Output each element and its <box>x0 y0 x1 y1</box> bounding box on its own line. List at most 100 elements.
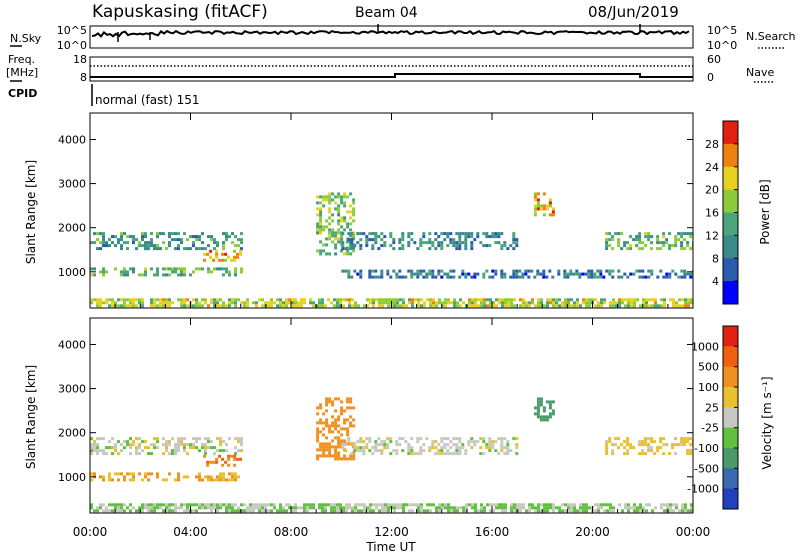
echo-cell <box>353 443 357 447</box>
echo-cell <box>485 443 489 447</box>
echo-cell <box>549 298 552 302</box>
echo-cell <box>353 449 357 453</box>
echo-cell <box>348 298 351 302</box>
echo-cell <box>225 449 228 453</box>
echo-cell <box>440 452 444 456</box>
echo-cell <box>675 503 678 507</box>
echo-cell <box>384 503 387 507</box>
echo-cell <box>105 446 108 450</box>
echo-cell <box>243 503 246 507</box>
echo-cell <box>186 304 189 308</box>
echo-cell <box>186 506 189 510</box>
echo-cell <box>267 301 270 305</box>
echo-cell <box>491 440 495 444</box>
echo-cell <box>512 437 516 441</box>
x-tick-label: 08:00 <box>274 525 309 539</box>
echo-cell <box>423 509 426 513</box>
echo-cell <box>359 440 363 444</box>
echo-cell <box>93 443 96 447</box>
echo-cell <box>227 463 231 467</box>
echo-cell <box>117 509 120 513</box>
echo-cell <box>204 449 207 453</box>
echo-cell <box>665 241 669 245</box>
nsearch-label: N.Search <box>746 30 796 43</box>
echo-cell <box>485 235 489 239</box>
echo-cell <box>519 509 522 513</box>
echo-cell <box>132 304 135 308</box>
echo-cell <box>572 272 576 276</box>
echo-cell <box>319 216 323 220</box>
echo-cell <box>322 442 326 446</box>
echo-cell <box>340 201 344 205</box>
echo-cell <box>512 235 516 239</box>
echo-cell <box>102 267 105 271</box>
echo-cell <box>234 478 237 482</box>
echo-cell <box>210 506 213 510</box>
echo-cell <box>549 506 552 510</box>
echo-cell <box>246 301 249 305</box>
echo-cell <box>228 472 231 476</box>
echo-cell <box>90 506 93 510</box>
echo-cell <box>102 475 105 479</box>
echo-cell <box>227 457 231 461</box>
echo-cell <box>689 272 693 276</box>
echo-cell <box>234 475 237 479</box>
echo-cell <box>331 454 335 458</box>
echo-cell <box>473 275 477 279</box>
echo-cell <box>129 298 132 302</box>
echo-cell <box>132 270 135 274</box>
echo-cell <box>132 241 135 245</box>
echo-cell <box>671 244 675 248</box>
echo-cell <box>638 232 642 236</box>
echo-cell <box>319 201 323 205</box>
echo-cell <box>512 247 516 251</box>
echo-cell <box>171 301 174 305</box>
echo-cell <box>231 241 234 245</box>
echo-cell <box>659 269 663 273</box>
echo-cell <box>108 304 111 308</box>
echo-cell <box>231 509 234 513</box>
echo-cell <box>105 452 108 456</box>
echo-cell <box>150 301 153 305</box>
echo-cell <box>588 304 591 308</box>
echo-cell <box>153 509 156 513</box>
echo-cell <box>240 509 243 513</box>
echo-cell <box>633 506 636 510</box>
echo-cell <box>156 437 159 441</box>
echo-cell <box>96 452 99 456</box>
echo-cell <box>438 509 441 513</box>
echo-cell <box>354 506 357 510</box>
echo-cell <box>372 301 375 305</box>
echo-cell <box>548 201 552 205</box>
echo-cell <box>690 301 693 305</box>
echo-cell <box>489 503 492 507</box>
echo-cell <box>352 406 356 410</box>
echo-cell <box>677 275 681 279</box>
echo-cell <box>297 301 300 305</box>
echo-cell <box>528 506 531 510</box>
echo-cell <box>645 503 648 507</box>
echo-cell <box>494 232 498 236</box>
x-axis-title: Time UT <box>365 540 416 554</box>
echo-cell <box>576 304 579 308</box>
echo-cell <box>431 443 435 447</box>
echo-cell <box>638 443 642 447</box>
echo-cell <box>575 269 579 273</box>
echo-cell <box>147 503 150 507</box>
echo-cell <box>648 503 651 507</box>
echo-cell <box>656 238 660 242</box>
echo-cell <box>683 232 687 236</box>
echo-cell <box>497 437 501 441</box>
echo-cell <box>319 454 323 458</box>
echo-cell <box>536 406 540 410</box>
echo-cell <box>570 304 573 308</box>
echo-cell <box>222 472 225 476</box>
echo-cell <box>650 272 654 276</box>
echo-cell <box>312 301 315 305</box>
echo-cell <box>432 298 435 302</box>
echo-cell <box>569 269 573 273</box>
echo-cell <box>677 443 681 447</box>
echo-cell <box>198 267 201 271</box>
echo-cell <box>336 304 339 308</box>
